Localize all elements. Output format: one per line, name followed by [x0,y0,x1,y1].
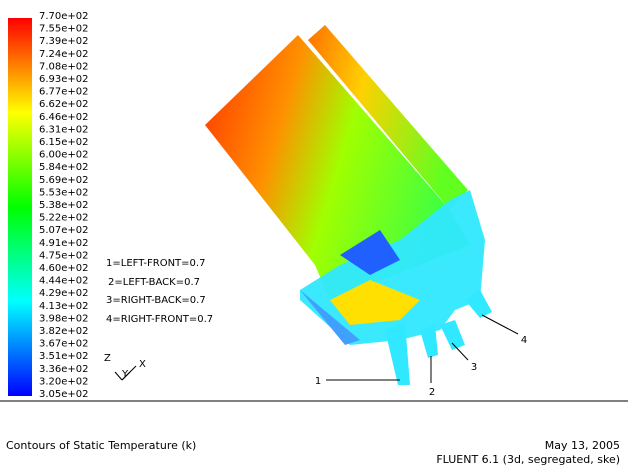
legend-note: 1=LEFT-FRONT=0.7 [106,258,205,269]
legend-note: 3=RIGHT-BACK=0.7 [106,295,206,306]
footer-date: May 13, 2005 [545,439,620,452]
colorbar-label: 5.53e+02 [39,187,89,198]
colorbar-label: 6.15e+02 [39,137,89,148]
colorbar-label: 3.67e+02 [39,339,89,350]
colorbar-label: 6.46e+02 [39,112,89,123]
axis-label: Y [121,369,129,380]
colorbar-label: 7.39e+02 [39,36,89,47]
colorbar-label: 5.22e+02 [39,213,89,224]
colorbar-label: 3.82e+02 [39,326,89,337]
colorbar-label: 6.31e+02 [39,124,89,135]
colorbar-label: 3.98e+02 [39,313,89,324]
colorbar-label: 7.70e+02 [39,11,89,22]
colorbar-label: 5.69e+02 [39,175,89,186]
colorbar-label: 3.36e+02 [39,364,89,375]
colorbar-label: 6.93e+02 [39,74,89,85]
colorbar-label: 5.38e+02 [39,200,89,211]
colorbar-label: 6.00e+02 [39,150,89,161]
colorbar-label: 4.75e+02 [39,250,89,261]
callout-label: 4 [521,335,527,346]
callout-lines [0,314,628,402]
colorbar-label: 4.44e+02 [39,276,89,287]
legend-note: 2=LEFT-BACK=0.7 [108,277,200,288]
callout-label: 1 [315,376,321,387]
colorbar-label: 5.07e+02 [39,225,89,236]
colorbar-label: 7.08e+02 [39,61,89,72]
callout-label: 2 [429,387,435,398]
legend-note: 4=RIGHT-FRONT=0.7 [106,314,213,325]
axis-label: X [139,359,146,370]
axis-label: Z [104,353,111,364]
footer-title: Contours of Static Temperature (k) [6,439,196,452]
callout-label: 3 [471,362,477,373]
colorbar-label: 7.55e+02 [39,24,89,35]
colorbar-label: 7.24e+02 [39,49,89,60]
colorbar-label: 3.20e+02 [39,376,89,387]
colorbar-label: 6.62e+02 [39,99,89,110]
footer-solver: FLUENT 6.1 (3d, segregated, ske) [436,453,620,466]
colorbar-label: 4.13e+02 [39,301,89,312]
colorbar-label: 4.60e+02 [39,263,89,274]
colorbar-label: 5.84e+02 [39,162,89,173]
colorbar-label: 3.51e+02 [39,351,89,362]
colorbar-label: 6.77e+02 [39,87,89,98]
colorbar-label: 3.05e+02 [39,389,89,400]
colorbar [8,18,32,396]
colorbar-label: 4.29e+02 [39,288,89,299]
colorbar-label: 4.91e+02 [39,238,89,249]
contour-geometry [205,25,492,385]
